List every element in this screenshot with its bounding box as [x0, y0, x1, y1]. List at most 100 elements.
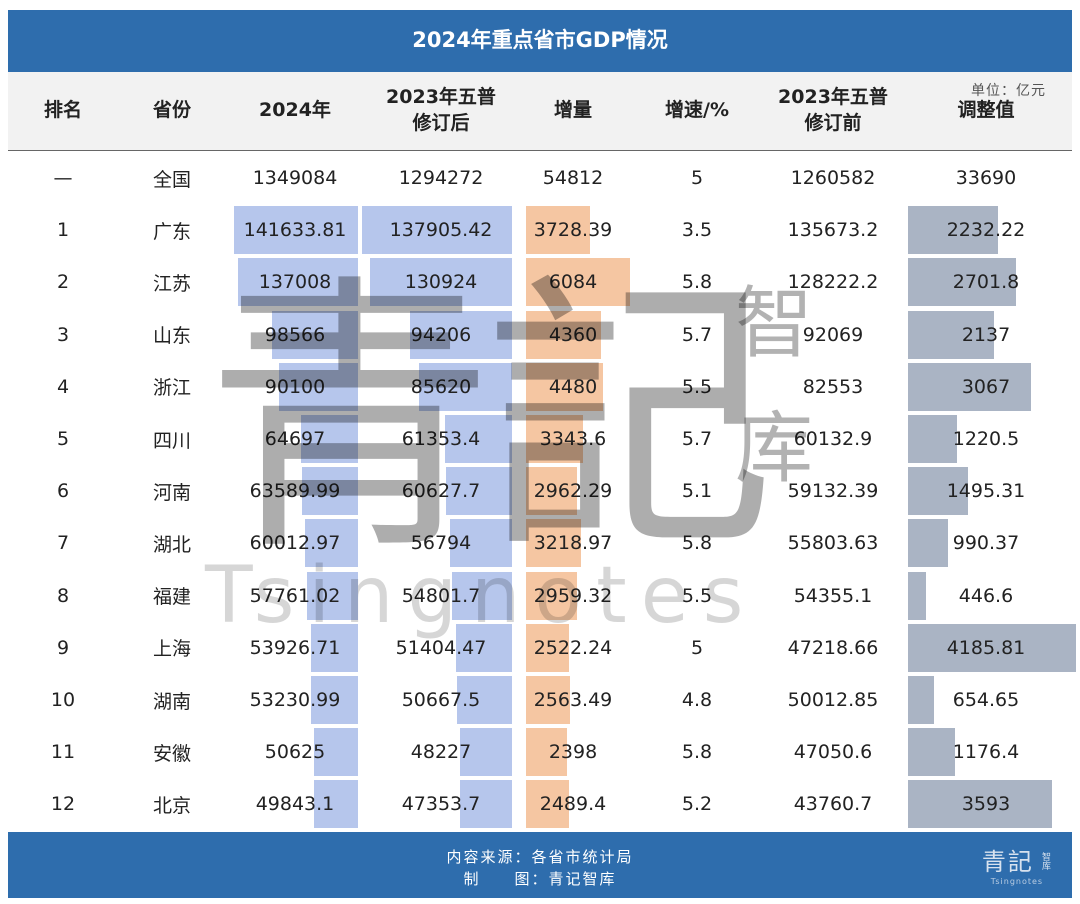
- cell-province: 上海: [152, 638, 191, 661]
- cell-rank: 4: [56, 375, 70, 398]
- cell-rank: 1: [56, 219, 70, 242]
- increment-bar: [526, 676, 570, 724]
- footer-logo-side: 智库: [1040, 852, 1050, 870]
- cell-increment: 2563.49: [533, 689, 613, 711]
- province-header: 省份: [152, 99, 191, 122]
- gdp2023-revised-bar: [456, 676, 512, 724]
- cell-increment: 3218.97: [533, 532, 613, 555]
- increment-bar: [526, 310, 601, 359]
- cell-gdp2023-rev: 56794: [410, 532, 472, 555]
- cell-province: 湖北: [152, 533, 191, 556]
- cell-rank: 6: [56, 480, 70, 503]
- cell-gdp2023-pre: 47218.66: [787, 636, 879, 659]
- cell-gdp2023-rev: 54801.7: [401, 584, 481, 607]
- cell-adjustment: 990.37: [952, 532, 1020, 555]
- cell-increment: 2522.24: [533, 636, 613, 659]
- cell-rank: 7: [56, 532, 70, 555]
- title-bar: 2024年重点省市GDP情况: [8, 10, 1072, 72]
- gdp2024-bar: [311, 676, 358, 724]
- gdp2023-revised-header: 2023年五普 修订后: [386, 86, 496, 134]
- gdp2023-revised-bar: [450, 519, 512, 568]
- increment-bar: [526, 519, 582, 568]
- adjustment-bar: [908, 258, 1017, 307]
- footer-source: 内容来源：各省市统计局: [446, 848, 634, 866]
- cell-gdp2023-rev: 50667.5: [401, 689, 481, 711]
- gdp2024-header: 2024年: [259, 99, 331, 122]
- gdp2023-revised-bar: [452, 571, 512, 620]
- cell-gdp2023-rev: 137905.42: [389, 219, 493, 242]
- cell-rank: 2: [56, 271, 70, 294]
- cell-adjustment: 1220.5: [952, 428, 1020, 450]
- cell-adjustment: 1495.31: [946, 480, 1026, 503]
- increment-bar: [526, 415, 584, 463]
- cell-adjustment: 1176.4: [952, 741, 1020, 764]
- cell-rank: 3: [56, 323, 70, 346]
- table-row: 5 四川 64697 61353.4 3343.6 5.7 60132.9 1220.5: [8, 413, 1072, 465]
- table-row: 11 安徽 50625 48227 2398 5.8 47050.6 1176.4: [8, 726, 1072, 778]
- gdp2023-revised-bar: [362, 206, 512, 255]
- adjustment-bar: [908, 571, 926, 620]
- cell-gdp2023-rev: 130924: [404, 271, 478, 294]
- adjustment-bar: [908, 780, 1053, 829]
- cell-increment: 3343.6: [539, 428, 607, 450]
- cell-increment: 2489.4: [539, 793, 607, 816]
- cell-gdp2023-pre: 135673.2: [787, 219, 879, 242]
- cell-gdp2023-pre: 1260582: [790, 167, 876, 189]
- cell-gdp2023-pre: 59132.39: [787, 480, 879, 503]
- footer-logo-text: 青記: [981, 848, 1034, 876]
- adjustment-bar: [908, 206, 998, 255]
- cell-gdp2024: 141633.81: [243, 219, 347, 242]
- gdp2023-revised-bar: [456, 623, 512, 672]
- gdp2023-revised-bar: [460, 780, 512, 829]
- cell-growth: 5.2: [681, 793, 713, 816]
- adjustment-bar: [908, 310, 994, 359]
- adjustment-bar: [908, 728, 956, 777]
- cell-gdp2023-rev: 60627.7: [401, 480, 481, 503]
- cell-province: 浙江: [152, 377, 191, 400]
- footer-maker: 制 图：青记智库: [463, 870, 617, 888]
- cell-growth: 5.5: [681, 584, 713, 607]
- cell-growth: 5: [690, 636, 704, 659]
- cell-province: 江苏: [152, 272, 191, 295]
- increment-bar: [526, 780, 569, 829]
- cell-growth: 5: [690, 167, 704, 189]
- cell-growth: 5.8: [681, 271, 713, 294]
- cell-province: 四川: [152, 429, 191, 452]
- cell-gdp2023-rev: 47353.7: [401, 793, 481, 816]
- gdp2024-bar: [314, 780, 358, 829]
- cell-growth: 5.5: [681, 375, 713, 398]
- cell-gdp2023-rev: 51404.47: [395, 636, 487, 659]
- adjustment-bar: [908, 467, 968, 516]
- cell-province: 湖南: [152, 690, 191, 713]
- cell-increment: 2959.32: [533, 584, 613, 607]
- rank-header: 排名: [43, 99, 82, 122]
- cell-province: 福建: [152, 586, 191, 609]
- table-row: 9 上海 53926.71 51404.47 2522.24 5 47218.66 4185.…: [8, 622, 1076, 674]
- cell-gdp2023-rev: 61353.4: [401, 428, 481, 450]
- cell-gdp2024: 53926.71: [249, 636, 341, 659]
- table-row: 4 浙江 90100 85620 4480 5.5 82553 3067: [8, 361, 1072, 413]
- adjustment-bar: [908, 519, 948, 568]
- cell-gdp2024: 49843.1: [255, 793, 335, 816]
- gdp2023-revised-bar: [369, 258, 512, 307]
- cell-adjustment: 3067: [961, 375, 1011, 398]
- gdp2024-bar: [302, 467, 358, 516]
- cell-province: 安徽: [152, 742, 191, 765]
- cell-adjustment: 3593: [961, 793, 1011, 816]
- cell-province: 北京: [152, 794, 191, 817]
- gdp2023-revised-bar: [418, 362, 512, 411]
- table-row: 6 河南 63589.99 60627.7 2962.29 5.1 59132.39 1495…: [8, 465, 1072, 517]
- cell-rank: 9: [56, 636, 70, 659]
- cell-growth: 3.5: [681, 219, 713, 242]
- cell-increment: 3728.39: [533, 219, 613, 242]
- cell-gdp2023-rev: 94206: [410, 323, 472, 346]
- gdp2023-revised-bar: [445, 415, 512, 463]
- unit-label: 单位：亿元: [971, 83, 1046, 99]
- gdp2023-revised-bar: [409, 310, 512, 359]
- increment-bar: [526, 623, 570, 672]
- table-header-row: 排名 省份 2024年 2023年五普 修订后 增量 增速/% 2023年五普 修订前 调整值: [8, 72, 1072, 151]
- footer-logo-small: Tsingnotes: [990, 877, 1044, 886]
- cell-adjustment: 2701.8: [952, 271, 1020, 294]
- cell-growth: 5.7: [681, 323, 713, 346]
- cell-gdp2024: 57761.02: [249, 584, 341, 607]
